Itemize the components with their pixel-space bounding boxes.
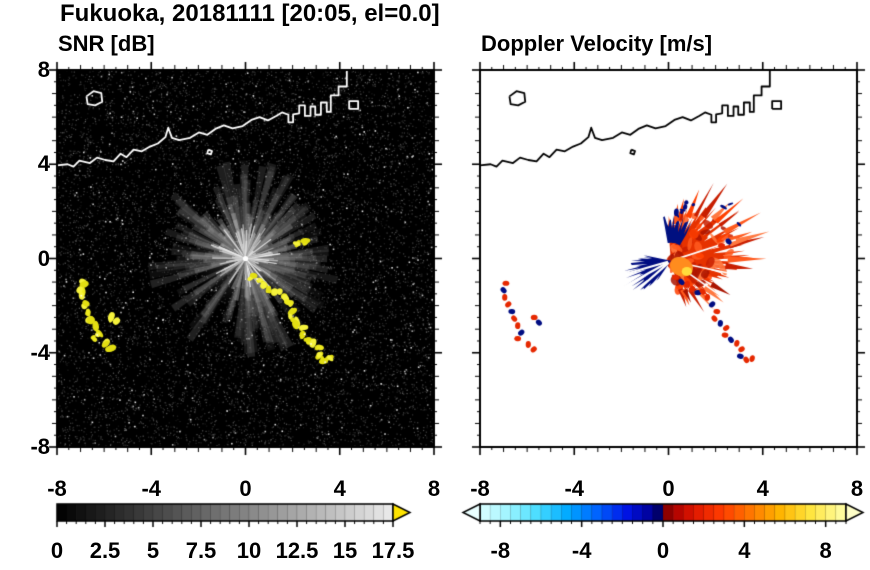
snr-x-tick-label: 8 bbox=[427, 476, 441, 501]
doppler-colorbar-tick-label: 0 bbox=[656, 538, 670, 563]
figure-title: Fukuoka, 20181111 [20:05, el=0.0] bbox=[60, 0, 440, 27]
snr-panel-title: SNR [dB] bbox=[58, 31, 155, 56]
doppler-x-tick-label: -8 bbox=[470, 476, 490, 501]
doppler-x-tick-label: -4 bbox=[564, 476, 585, 501]
doppler-panel-title: Doppler Velocity [m/s] bbox=[481, 31, 713, 56]
doppler-colorbar-tick-label: -4 bbox=[571, 538, 592, 563]
snr-colorbar-tick-label: 0 bbox=[50, 538, 64, 563]
snr-colorbar-tick-label: 17.5 bbox=[371, 538, 415, 563]
doppler-x-tick-label: 8 bbox=[850, 476, 864, 501]
doppler-x-tick-label: 0 bbox=[662, 476, 675, 501]
doppler-colorbar-tick-label: -8 bbox=[490, 538, 511, 563]
snr-x-tick-label: 4 bbox=[333, 476, 346, 501]
snr-colorbar-tick-label: 7.5 bbox=[185, 538, 217, 563]
snr-colorbar-tick-label: 5 bbox=[146, 538, 160, 563]
snr-colorbar-tick-label: 12.5 bbox=[275, 538, 319, 563]
snr-x-tick-label: -8 bbox=[47, 476, 67, 501]
snr-colorbar-tick-label: 2.5 bbox=[89, 538, 121, 563]
doppler-x-tick-label: 4 bbox=[756, 476, 769, 501]
snr-y-tick-label: -4 bbox=[30, 339, 50, 365]
doppler-colorbar-tick-label: 4 bbox=[738, 538, 751, 563]
snr-x-tick-label: 0 bbox=[239, 476, 252, 501]
snr-x-tick-label: -4 bbox=[141, 476, 162, 501]
snr-y-tick-label: 8 bbox=[37, 57, 50, 82]
snr-colorbar-tick-label: 10 bbox=[236, 538, 262, 563]
snr-colorbar-tick-label: 15 bbox=[332, 538, 358, 563]
snr-y-tick-label: -8 bbox=[30, 434, 50, 459]
doppler-colorbar-tick-label: 8 bbox=[819, 538, 832, 563]
snr-y-tick-label: 0 bbox=[37, 245, 50, 271]
snr-y-tick-label: 4 bbox=[37, 151, 50, 177]
